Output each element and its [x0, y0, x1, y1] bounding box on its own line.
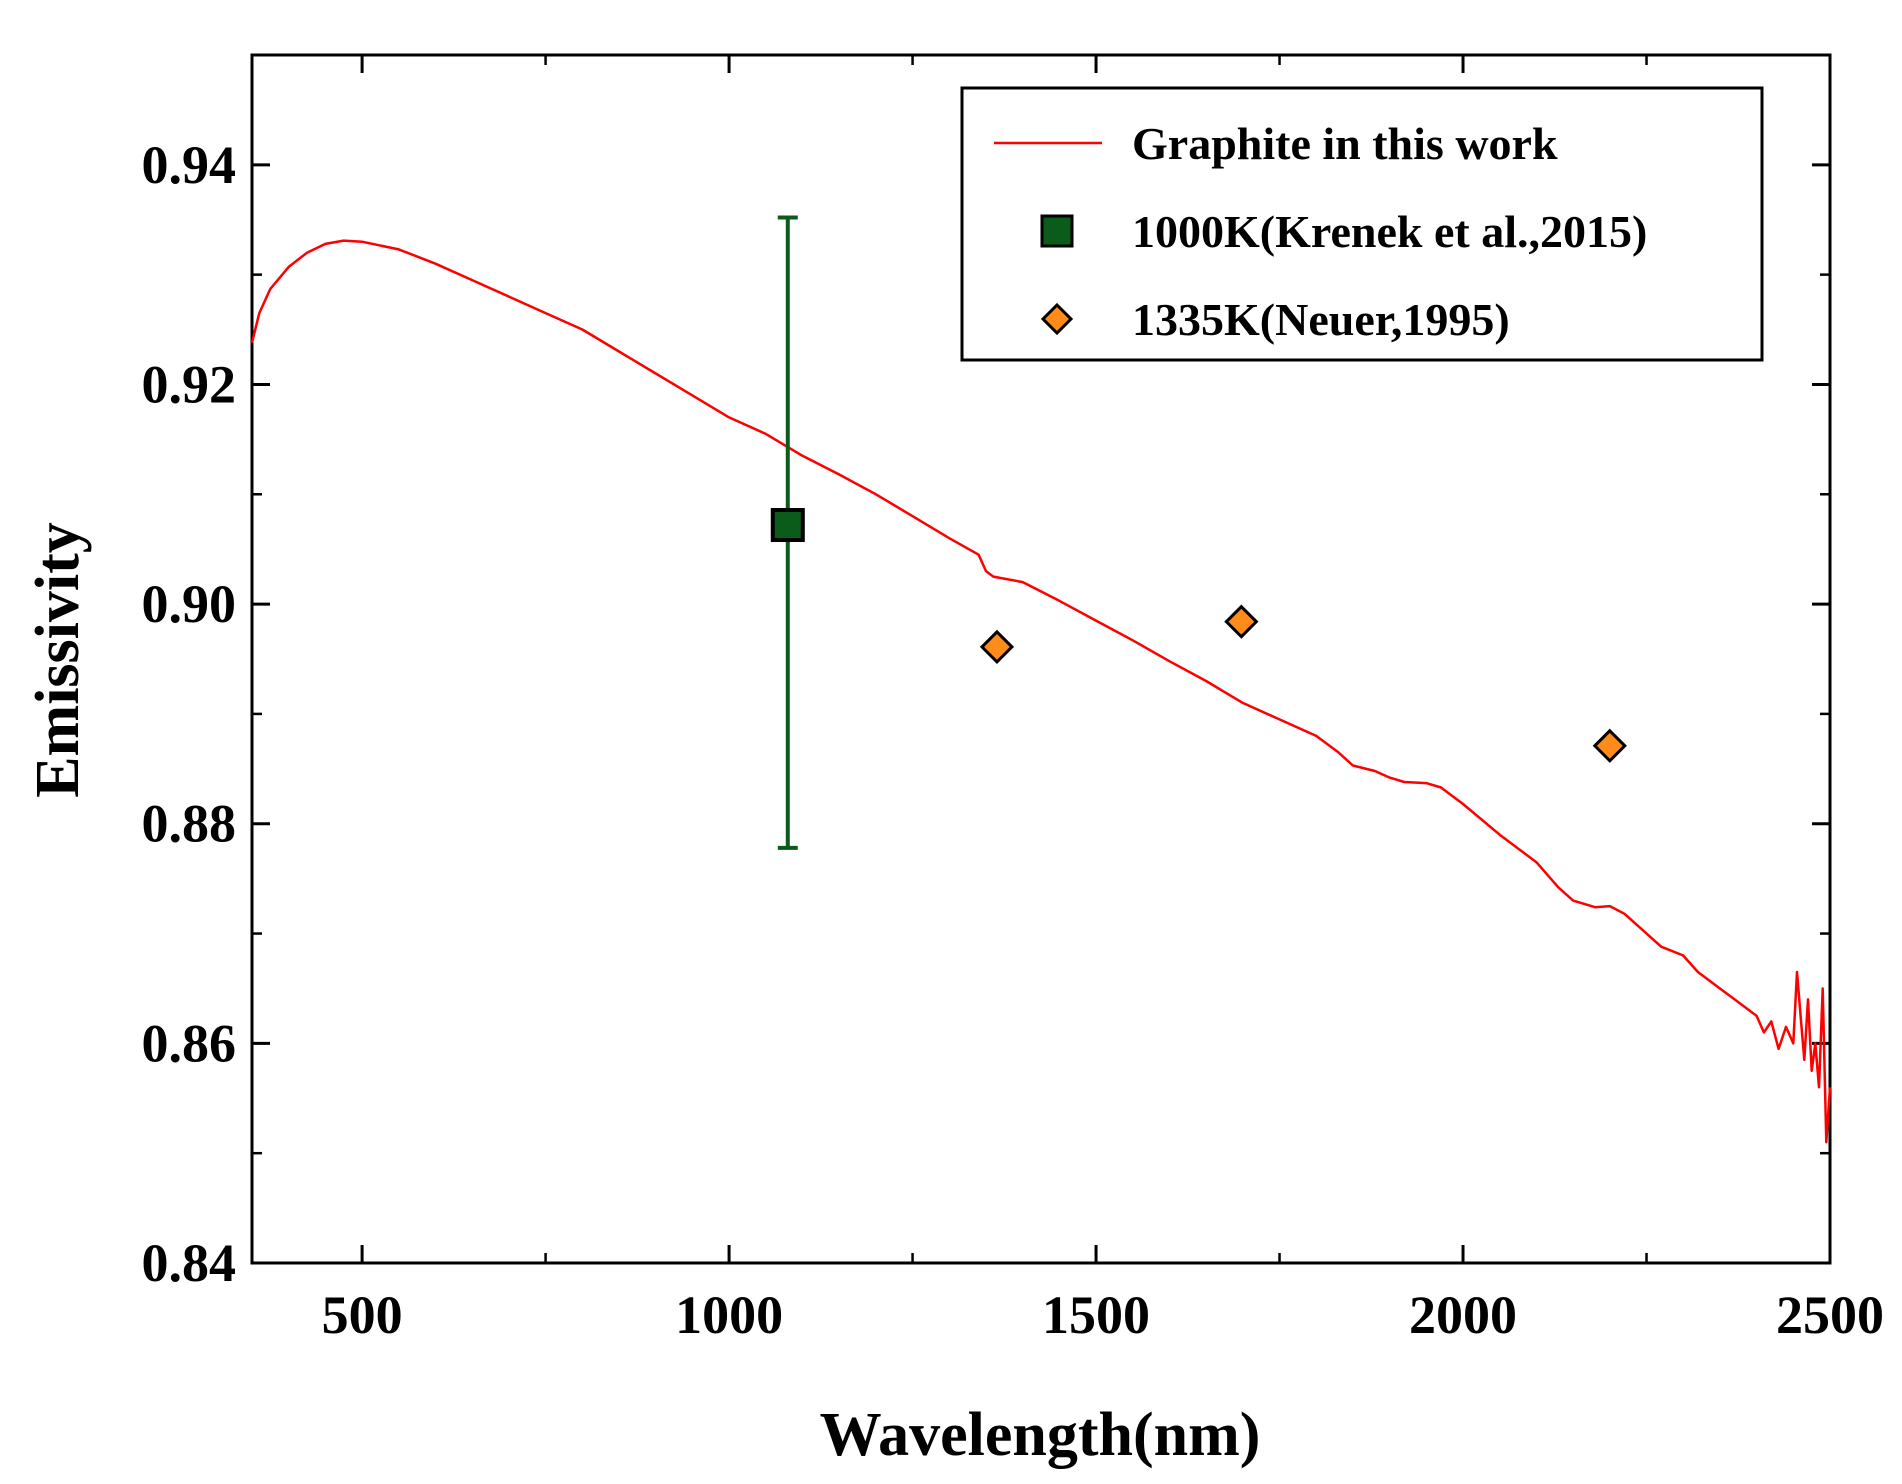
legend-box: [960, 86, 1764, 362]
legend-label: Graphite in this work: [1132, 118, 1558, 169]
legend: Graphite in this work 1000K(Krenek et al.…: [960, 86, 1764, 362]
legend-label: 1000K(Krenek et al.,2015): [1132, 206, 1647, 257]
x-tick-label: 2000: [1409, 1285, 1517, 1345]
x-tick-label: 1500: [1042, 1285, 1150, 1345]
y-tick-label: 0.92: [142, 354, 237, 414]
axes: [250, 53, 1832, 1265]
x-tick-label: 500: [322, 1285, 403, 1345]
ticks: 500 1000 1500 2000 2500 0.84 0.86 0.88 0.90 0.92 0…: [142, 53, 1884, 1345]
data-point-diamond: [1224, 604, 1259, 639]
data-point-diamond: [979, 629, 1015, 665]
x-axis-title: Wavelength(nm): [820, 1401, 1261, 1469]
legend-swatch-diamond: [1040, 302, 1074, 336]
series-line-graphite: [250, 239, 1832, 1144]
legend-swatch-square: [1040, 214, 1074, 248]
y-axis-title: Emissivity: [24, 522, 92, 798]
y-tick-label: 0.94: [142, 135, 237, 195]
y-tick-label: 0.88: [142, 794, 237, 854]
series-layer: [250, 215, 1832, 1144]
legend-label: 1335K(Neuer,1995): [1132, 294, 1510, 345]
data-point-diamond: [1592, 728, 1627, 763]
x-tick-label: 2500: [1776, 1285, 1884, 1345]
y-tick-label: 0.84: [142, 1233, 237, 1293]
y-tick-label: 0.86: [142, 1013, 237, 1073]
plot-frame: [250, 53, 1832, 1265]
y-tick-label: 0.90: [142, 574, 237, 634]
x-tick-label: 1000: [675, 1285, 783, 1345]
data-point-square: [770, 508, 805, 543]
